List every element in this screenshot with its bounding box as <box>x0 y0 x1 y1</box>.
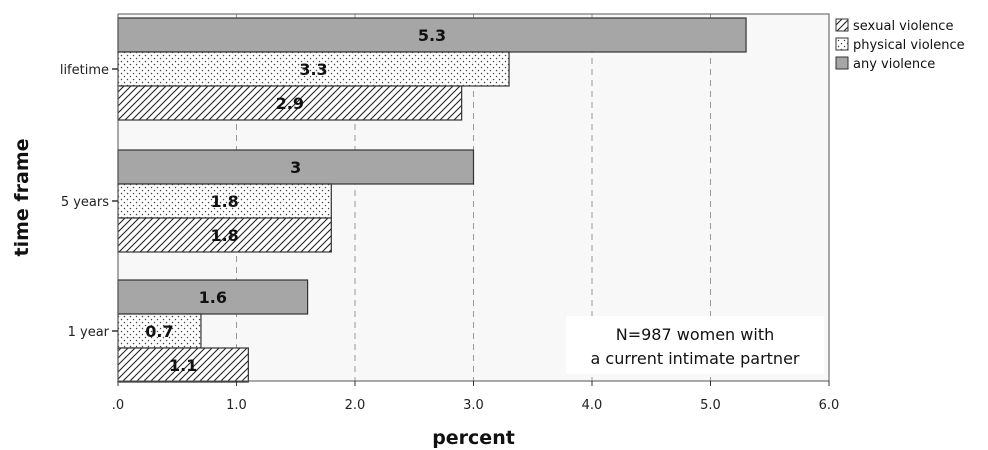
x-tick-label: 1.0 <box>226 398 247 413</box>
x-tick-label: 3.0 <box>463 398 484 413</box>
bar <box>117 347 249 383</box>
bars: 5.3 3.3 2.9 3 1.8 1.8 1.6 0.7 1.1 <box>117 17 747 383</box>
legend-label: physical violence <box>853 38 965 53</box>
sample-note: N=987 women with a current intimate part… <box>566 316 824 374</box>
bar-value-label: 0.7 <box>145 322 173 341</box>
axes: .0 1.0 2.0 3.0 4.0 5.0 6.0 lifetime 5 years 1 yea… <box>60 63 840 413</box>
y-tick-label: lifetime <box>60 63 109 78</box>
x-tick-label: 5.0 <box>700 398 721 413</box>
bar <box>117 51 510 87</box>
x-tick-label: 6.0 <box>819 398 840 413</box>
bar <box>117 149 475 185</box>
bar <box>117 17 747 53</box>
bar-value-label: 1.8 <box>210 226 238 245</box>
legend-label: any violence <box>853 57 935 72</box>
x-tick-label: 2.0 <box>345 398 366 413</box>
x-tick-label: .0 <box>112 398 124 413</box>
bar-value-label: 3 <box>290 158 301 177</box>
sample-note-line: N=987 women with <box>616 325 774 344</box>
bar-value-label: 3.3 <box>299 60 327 79</box>
legend-swatch <box>835 37 849 51</box>
y-axis-title: time frame <box>11 138 33 256</box>
legend-swatch <box>835 18 849 32</box>
y-tick-label: 1 year <box>68 325 110 340</box>
bar-value-label: 2.9 <box>276 94 304 113</box>
y-tick-label: 5 years <box>61 195 109 210</box>
bar-value-label: 1.8 <box>210 192 238 211</box>
legend-swatch <box>835 56 849 70</box>
sample-note-box <box>566 316 824 374</box>
sample-note-line: a current intimate partner <box>591 349 800 368</box>
bar-value-label: 5.3 <box>418 26 446 45</box>
legend: sexual violence physical violence any viol… <box>835 18 965 72</box>
bar-value-label: 1.1 <box>169 356 197 375</box>
x-tick-label: 4.0 <box>582 398 603 413</box>
x-axis-title: percent <box>432 427 515 449</box>
bar-value-label: 1.6 <box>199 288 227 307</box>
legend-label: sexual violence <box>853 19 953 34</box>
